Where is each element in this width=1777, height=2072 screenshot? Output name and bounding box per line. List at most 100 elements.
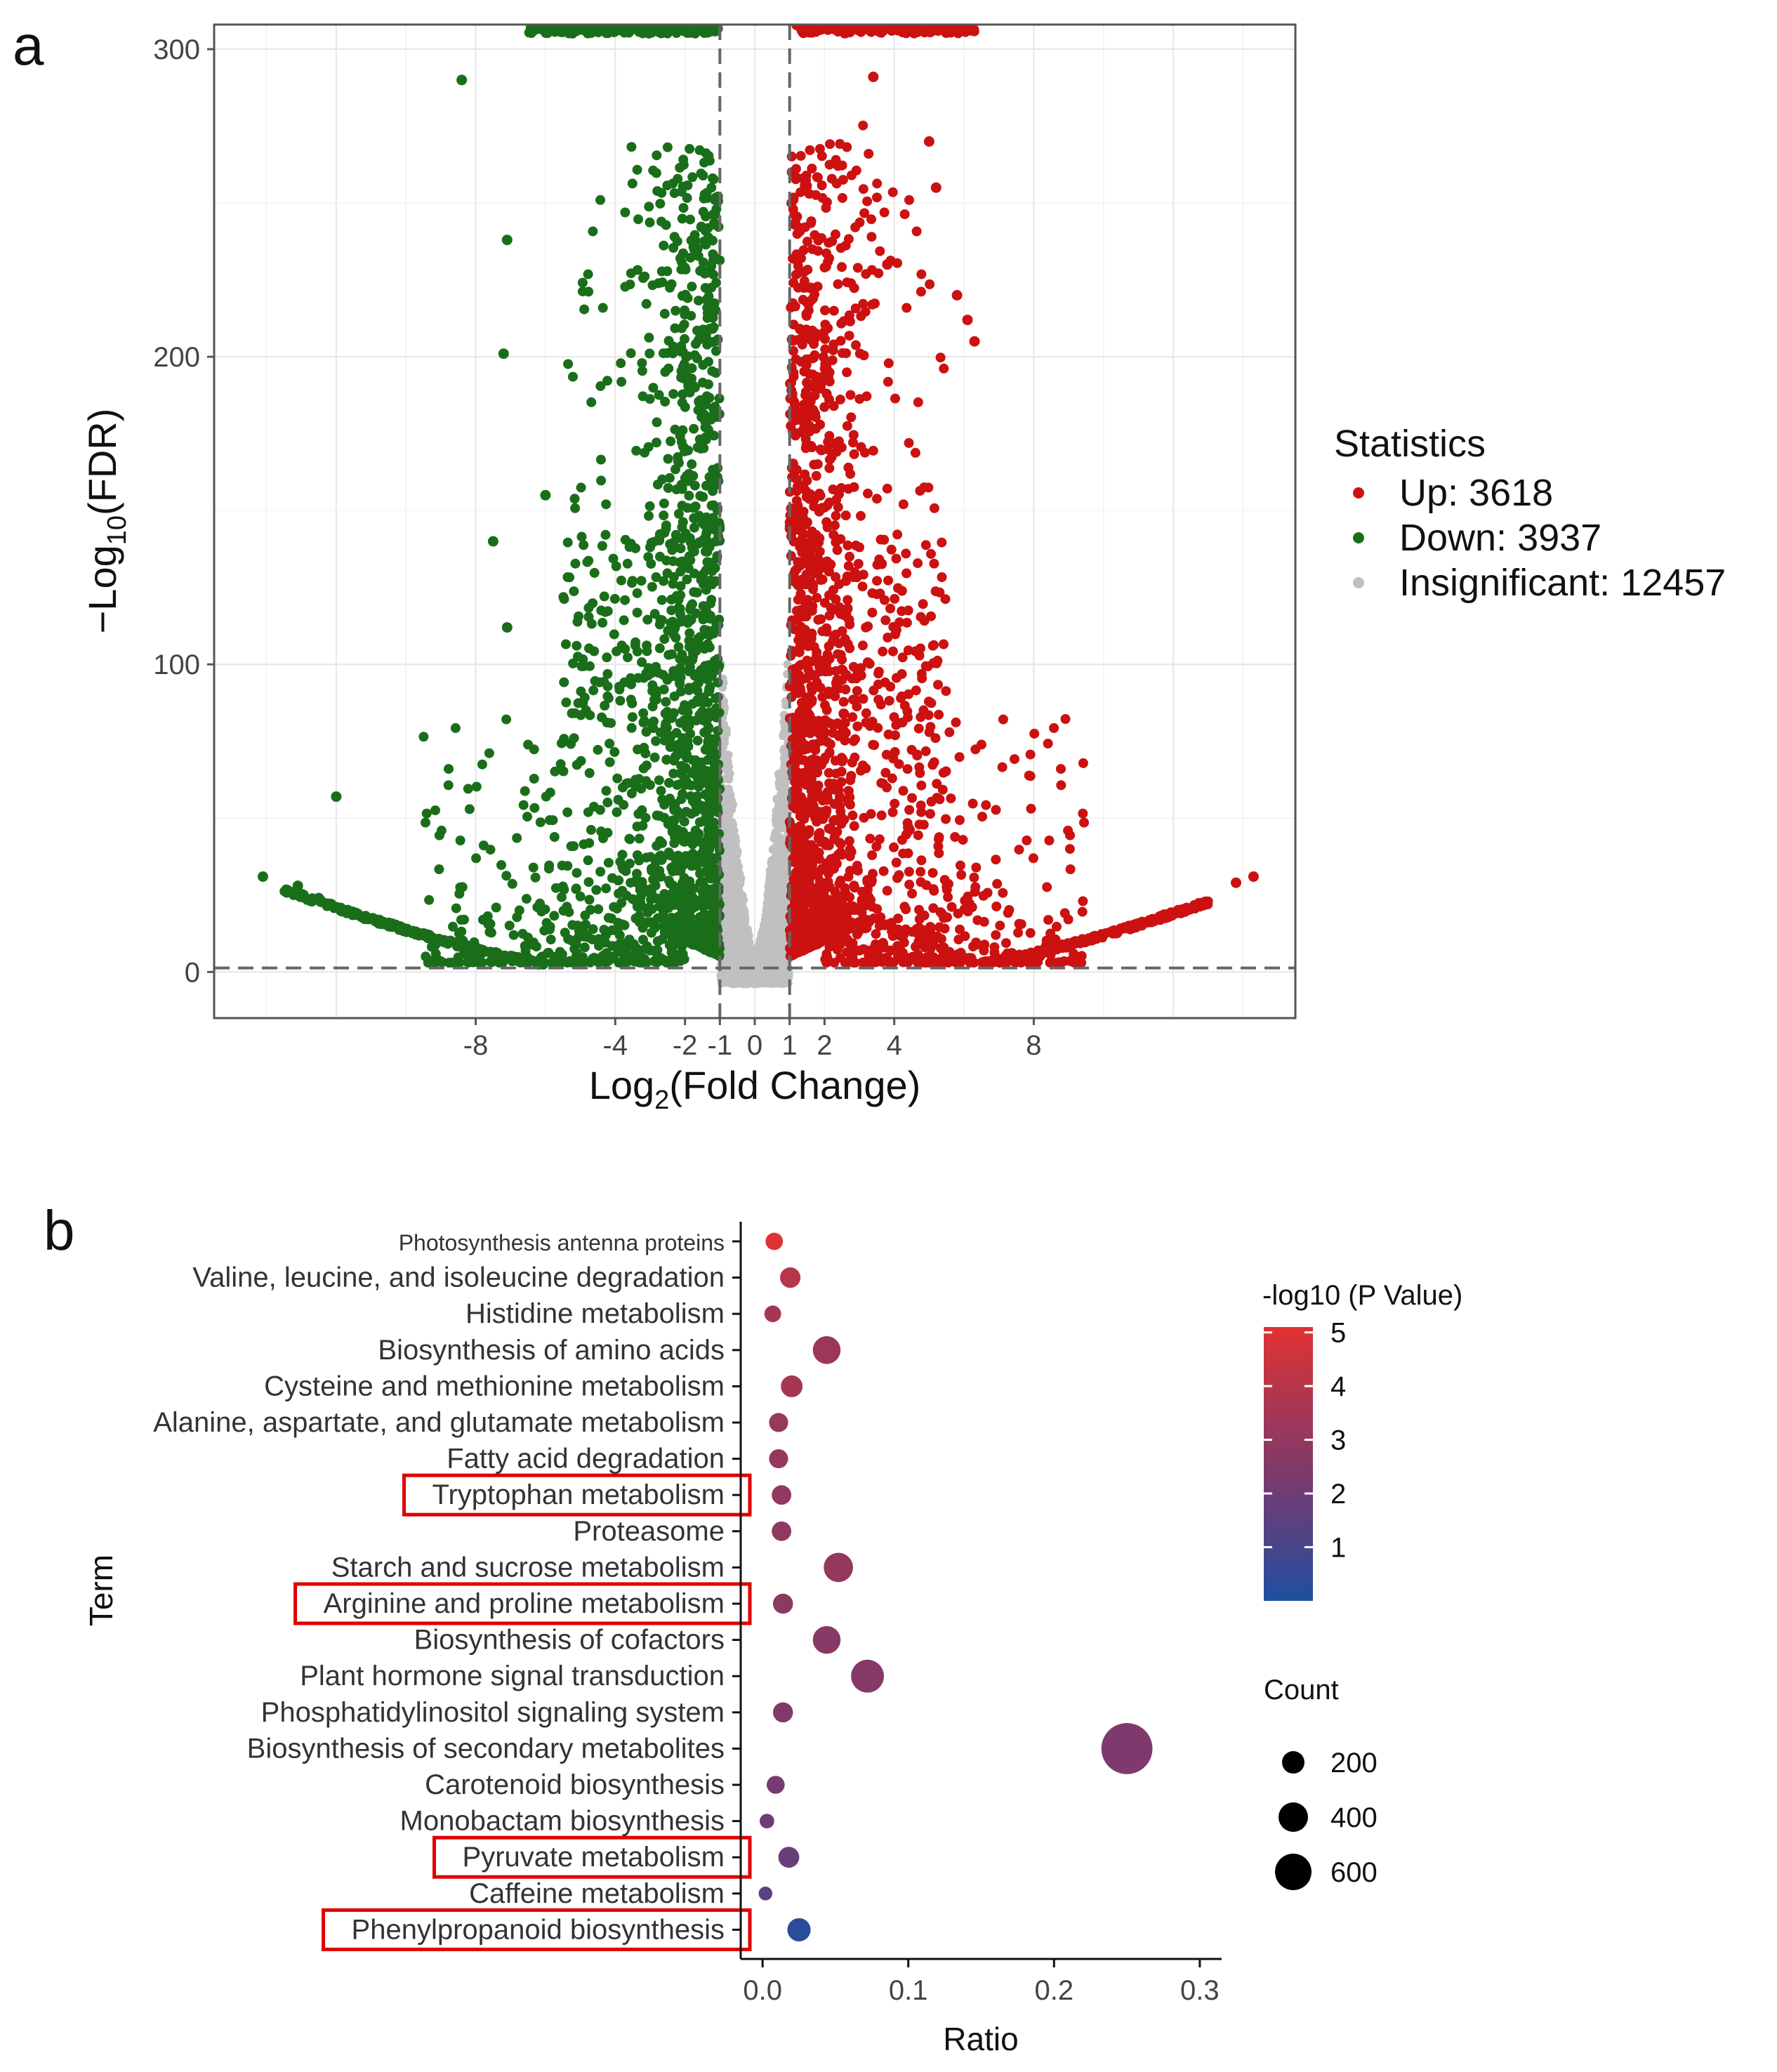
down-point <box>600 529 611 540</box>
down-point <box>708 817 719 828</box>
down-point <box>694 852 705 862</box>
down-point <box>708 173 718 183</box>
insignificant-point <box>773 831 782 840</box>
down-point <box>528 862 539 873</box>
down-point <box>706 736 716 746</box>
down-point <box>638 391 648 402</box>
down-point <box>569 841 579 852</box>
down-point <box>586 824 596 835</box>
down-point <box>529 774 539 784</box>
down-point <box>687 654 698 665</box>
up-point <box>902 764 913 774</box>
insignificant-point <box>729 972 738 981</box>
up-point <box>824 641 834 652</box>
panel-a-label: a <box>13 14 44 77</box>
down-point <box>630 637 641 647</box>
down-point <box>687 638 698 648</box>
down-point <box>694 942 705 952</box>
up-point <box>853 559 864 569</box>
up-point <box>867 299 878 310</box>
down-point <box>603 913 614 923</box>
down-point <box>564 572 575 583</box>
up-point <box>934 922 945 932</box>
up-point <box>864 149 874 159</box>
down-point <box>577 277 588 288</box>
down-point <box>699 157 709 168</box>
down-point <box>668 389 679 400</box>
down-point <box>648 874 659 885</box>
down-point <box>616 898 627 908</box>
up-point <box>911 685 921 696</box>
up-point <box>899 209 910 220</box>
down-point <box>512 833 522 843</box>
up-point <box>800 180 810 190</box>
down-point <box>584 838 595 848</box>
up-point <box>925 722 936 732</box>
down-point <box>659 499 669 508</box>
up-point <box>804 189 814 199</box>
insignificant-point <box>737 890 746 899</box>
down-point <box>634 833 645 844</box>
up-point <box>910 447 920 458</box>
down-point <box>613 876 623 886</box>
insignificant-point <box>771 843 779 852</box>
up-point <box>920 746 931 756</box>
down-point <box>657 838 668 848</box>
up-point <box>956 870 967 880</box>
down-point <box>627 698 638 708</box>
down-point <box>701 585 711 595</box>
down-point <box>496 860 506 870</box>
up-point <box>887 773 897 784</box>
down-point <box>434 864 444 874</box>
down-point <box>430 805 440 816</box>
up-point <box>892 258 902 268</box>
down-point <box>597 951 608 961</box>
down-point <box>612 773 623 784</box>
down-point <box>695 491 706 501</box>
down-point <box>642 614 653 625</box>
down-point <box>653 668 663 678</box>
up-point <box>828 401 839 411</box>
down-point <box>588 685 599 696</box>
down-point <box>690 338 701 349</box>
insignificant-point <box>775 975 784 984</box>
down-point <box>660 720 670 731</box>
down-point <box>713 191 723 202</box>
down-point <box>627 578 637 588</box>
down-point <box>700 789 711 800</box>
down-point <box>454 888 465 899</box>
down-point <box>616 376 627 387</box>
down-point <box>584 895 595 905</box>
up-point <box>1063 914 1074 925</box>
down-point <box>501 714 512 725</box>
down-point <box>588 226 598 237</box>
down-point <box>703 723 714 734</box>
down-point <box>609 629 619 640</box>
down-point <box>701 187 712 198</box>
down-point <box>517 928 528 939</box>
down-point <box>633 744 643 755</box>
up-point <box>889 842 899 852</box>
up-point <box>901 548 911 559</box>
down-point <box>692 353 702 364</box>
insignificant-point <box>765 971 774 980</box>
down-point <box>632 646 642 656</box>
down-point <box>568 371 578 382</box>
down-point <box>699 644 710 654</box>
insignificant-point <box>772 919 781 928</box>
up-point <box>991 805 1001 815</box>
up-point <box>916 780 927 791</box>
down-point <box>588 598 598 609</box>
down-point <box>557 738 567 748</box>
down-point <box>678 425 688 435</box>
down-point <box>546 958 557 968</box>
up-point <box>997 762 1008 772</box>
down-point <box>682 707 693 718</box>
up-point <box>852 263 863 273</box>
down-point <box>696 757 707 767</box>
up-point <box>913 830 923 840</box>
up-point <box>1024 770 1034 781</box>
up-point <box>998 714 1008 725</box>
up-point <box>978 890 989 901</box>
down-point <box>659 308 670 319</box>
